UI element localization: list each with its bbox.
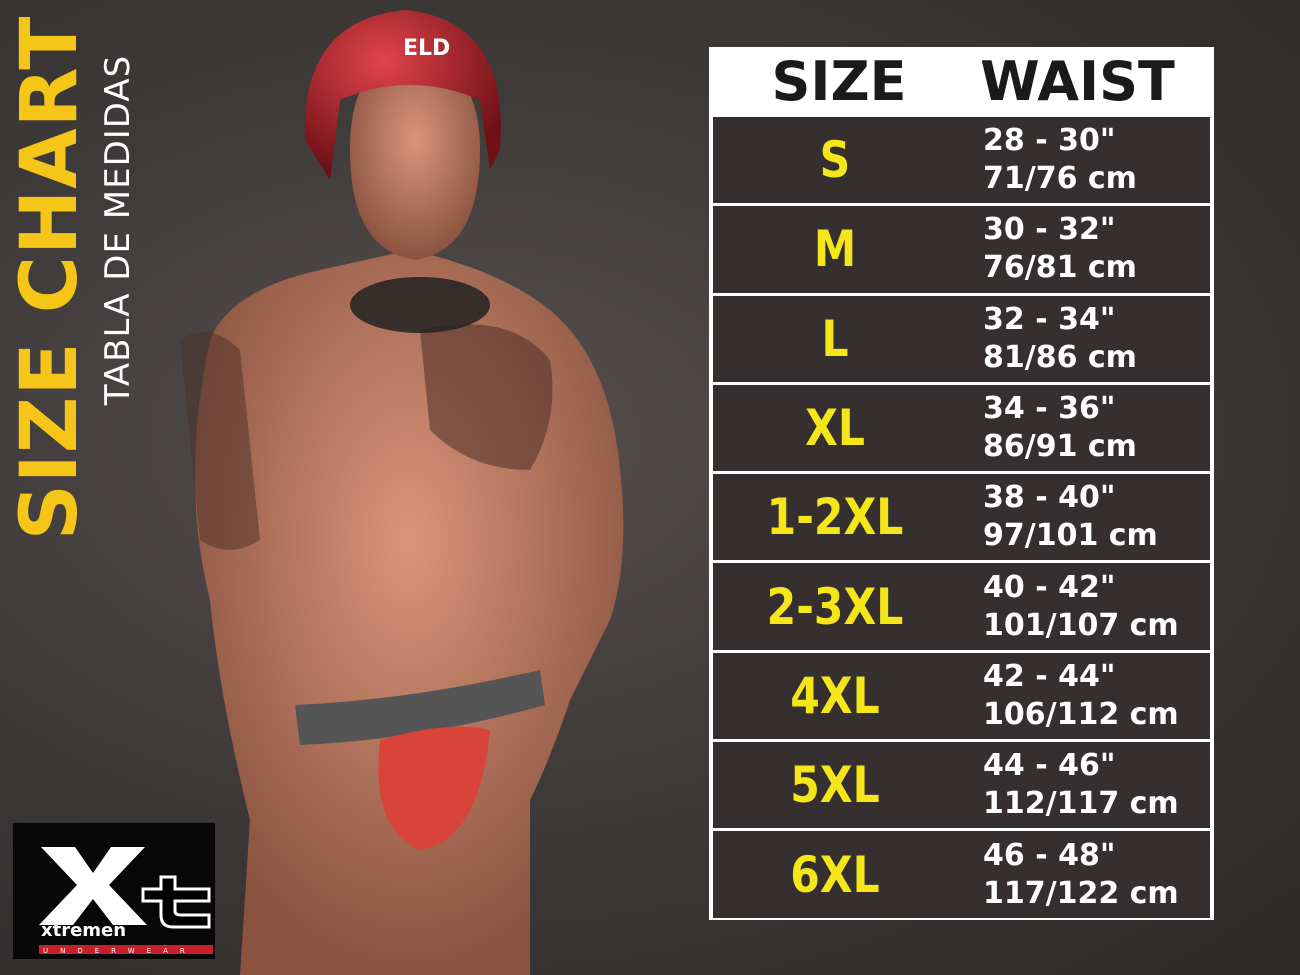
waist-inches: 30 - 32" bbox=[983, 212, 1116, 248]
title-block: SIZE CHART TABLA DE MEDIDAS bbox=[0, 0, 150, 541]
brand-tagline: UNDERWEAR bbox=[43, 947, 197, 955]
waist-value: 30 - 32" 76/81 cm bbox=[957, 211, 1210, 287]
goggles bbox=[350, 277, 490, 333]
helmet-text: ELD bbox=[403, 36, 450, 61]
body-silhouette bbox=[195, 250, 624, 975]
page-subtitle: TABLA DE MEDIDAS bbox=[98, 54, 138, 406]
waist-cm: 117/122 cm bbox=[983, 875, 1179, 911]
table-row: 6XL 46 - 48" 117/122 cm bbox=[713, 831, 1210, 918]
waist-cm: 81/86 cm bbox=[983, 339, 1137, 375]
waist-inches: 38 - 40" bbox=[983, 480, 1116, 516]
waistband bbox=[295, 670, 545, 745]
size-label: 5XL bbox=[790, 756, 880, 815]
waist-inches: 46 - 48" bbox=[983, 837, 1116, 873]
pouch bbox=[378, 726, 490, 850]
size-label: 2-3XL bbox=[766, 577, 904, 636]
table-row: M 30 - 32" 76/81 cm bbox=[713, 206, 1210, 293]
waist-inches: 44 - 46" bbox=[983, 748, 1116, 784]
waist-inches: 42 - 44" bbox=[983, 658, 1116, 694]
table-row: 1-2XL 38 - 40" 97/101 cm bbox=[713, 474, 1210, 561]
size-table: SIZE WAIST S 28 - 30" 71/76 cm M 30 - 32" 7… bbox=[709, 47, 1214, 920]
waist-value: 46 - 48" 117/122 cm bbox=[957, 837, 1210, 913]
brand-logo: xtremen UNDERWEAR bbox=[12, 822, 216, 960]
waist-cm: 76/81 cm bbox=[983, 250, 1137, 286]
waist-inches: 32 - 34" bbox=[983, 301, 1116, 337]
table-row: S 28 - 30" 71/76 cm bbox=[713, 117, 1210, 204]
size-label: 4XL bbox=[790, 666, 880, 725]
waist-value: 38 - 40" 97/101 cm bbox=[957, 479, 1210, 555]
table-row: 2-3XL 40 - 42" 101/107 cm bbox=[713, 563, 1210, 650]
waist-value: 28 - 30" 71/76 cm bbox=[957, 122, 1210, 198]
logo-x-mark bbox=[39, 847, 147, 925]
brand-name: xtremen bbox=[41, 920, 126, 941]
logo-t-mark bbox=[141, 875, 211, 929]
page-title: SIZE CHART bbox=[5, 15, 95, 541]
waist-cm: 112/117 cm bbox=[983, 786, 1179, 822]
table-header: SIZE WAIST bbox=[713, 47, 1210, 117]
table-row: XL 34 - 36" 86/91 cm bbox=[713, 384, 1210, 472]
helmet bbox=[304, 10, 501, 180]
waist-cm: 86/91 cm bbox=[983, 429, 1137, 465]
header-size: SIZE bbox=[771, 50, 907, 113]
waist-inches: 40 - 42" bbox=[983, 569, 1116, 605]
waist-cm: 97/101 cm bbox=[983, 518, 1158, 554]
table-row: 5XL 44 - 46" 112/117 cm bbox=[713, 742, 1210, 829]
size-label: 6XL bbox=[790, 845, 880, 904]
waist-cm: 106/112 cm bbox=[983, 696, 1179, 732]
size-label: L bbox=[821, 309, 849, 368]
waist-value: 40 - 42" 101/107 cm bbox=[957, 569, 1210, 645]
header-waist: WAIST bbox=[980, 50, 1175, 113]
size-label: M bbox=[813, 220, 857, 279]
waist-value: 42 - 44" 106/112 cm bbox=[957, 658, 1210, 734]
tattoo-chest bbox=[420, 324, 553, 470]
waist-inches: 28 - 30" bbox=[983, 123, 1116, 159]
waist-inches: 34 - 36" bbox=[983, 391, 1116, 427]
waist-cm: 101/107 cm bbox=[983, 607, 1179, 643]
size-label: S bbox=[819, 131, 851, 190]
size-label: XL bbox=[805, 399, 865, 458]
size-label: 1-2XL bbox=[766, 488, 904, 547]
tattoo-arm bbox=[180, 332, 260, 550]
waist-value: 32 - 34" 81/86 cm bbox=[957, 301, 1210, 377]
waist-cm: 71/76 cm bbox=[983, 161, 1137, 197]
waist-value: 34 - 36" 86/91 cm bbox=[957, 390, 1210, 466]
model-photo: ELD bbox=[180, 10, 624, 975]
waist-value: 44 - 46" 112/117 cm bbox=[957, 747, 1210, 823]
table-row: L 32 - 34" 81/86 cm bbox=[713, 295, 1210, 382]
table-row: 4XL 42 - 44" 106/112 cm bbox=[713, 652, 1210, 740]
